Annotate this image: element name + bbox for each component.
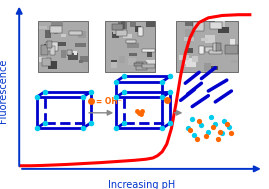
- Bar: [183, 58, 196, 67]
- Bar: [204, 63, 211, 70]
- Bar: [135, 26, 141, 32]
- Bar: [112, 32, 119, 38]
- Bar: [115, 30, 125, 36]
- Bar: [68, 53, 74, 57]
- Bar: [113, 30, 123, 33]
- Bar: [47, 41, 52, 48]
- Bar: [138, 27, 143, 36]
- Bar: [192, 56, 198, 62]
- Bar: [54, 31, 58, 34]
- Bar: [46, 42, 58, 51]
- Bar: [185, 22, 193, 26]
- Bar: [176, 21, 238, 72]
- Bar: [68, 53, 78, 60]
- Bar: [144, 49, 154, 52]
- Bar: [208, 66, 218, 70]
- Bar: [146, 60, 155, 65]
- Bar: [129, 53, 137, 56]
- Bar: [121, 21, 125, 29]
- Bar: [111, 60, 118, 64]
- Bar: [134, 63, 143, 66]
- Bar: [105, 21, 155, 72]
- Bar: [118, 21, 127, 29]
- Bar: [205, 35, 215, 43]
- Bar: [67, 50, 73, 55]
- Bar: [116, 30, 127, 36]
- Text: Fluorescence: Fluorescence: [0, 59, 8, 123]
- Bar: [78, 31, 86, 38]
- Bar: [184, 37, 194, 41]
- Bar: [79, 60, 83, 63]
- Bar: [119, 56, 125, 63]
- Bar: [112, 24, 123, 30]
- Bar: [205, 47, 213, 52]
- Bar: [130, 21, 136, 27]
- Bar: [215, 43, 221, 51]
- Bar: [39, 57, 46, 62]
- Bar: [123, 34, 132, 38]
- Bar: [209, 49, 213, 53]
- Bar: [147, 51, 152, 57]
- Bar: [230, 40, 235, 46]
- Bar: [44, 44, 53, 47]
- Bar: [213, 43, 217, 51]
- Bar: [50, 46, 55, 55]
- Bar: [42, 58, 51, 66]
- Bar: [56, 42, 66, 46]
- Bar: [181, 64, 186, 67]
- Bar: [48, 61, 56, 69]
- Bar: [73, 51, 77, 55]
- Bar: [215, 21, 225, 27]
- Bar: [141, 64, 155, 68]
- Bar: [61, 34, 66, 37]
- Bar: [80, 56, 89, 62]
- Bar: [127, 43, 139, 48]
- Bar: [136, 62, 147, 70]
- Bar: [128, 58, 136, 65]
- Bar: [38, 21, 89, 72]
- Bar: [126, 40, 136, 43]
- Bar: [199, 46, 204, 54]
- Text: Increasing pH: Increasing pH: [108, 180, 175, 189]
- Bar: [142, 49, 155, 52]
- Bar: [186, 48, 193, 53]
- Bar: [51, 21, 62, 26]
- Bar: [111, 62, 117, 68]
- Bar: [75, 43, 86, 47]
- Bar: [214, 50, 220, 54]
- Bar: [45, 30, 51, 38]
- Bar: [50, 26, 62, 33]
- Bar: [210, 22, 222, 29]
- Bar: [185, 29, 195, 37]
- Bar: [39, 26, 47, 29]
- Bar: [61, 50, 66, 58]
- Bar: [41, 45, 48, 55]
- Bar: [193, 22, 204, 31]
- Bar: [209, 50, 222, 54]
- Bar: [201, 38, 208, 41]
- Bar: [83, 61, 89, 69]
- Bar: [146, 21, 155, 27]
- Bar: [225, 45, 238, 54]
- Bar: [69, 31, 82, 36]
- Bar: [231, 60, 238, 63]
- Bar: [218, 27, 229, 33]
- Text: = OH⁻: = OH⁻: [97, 97, 122, 106]
- Bar: [179, 55, 189, 60]
